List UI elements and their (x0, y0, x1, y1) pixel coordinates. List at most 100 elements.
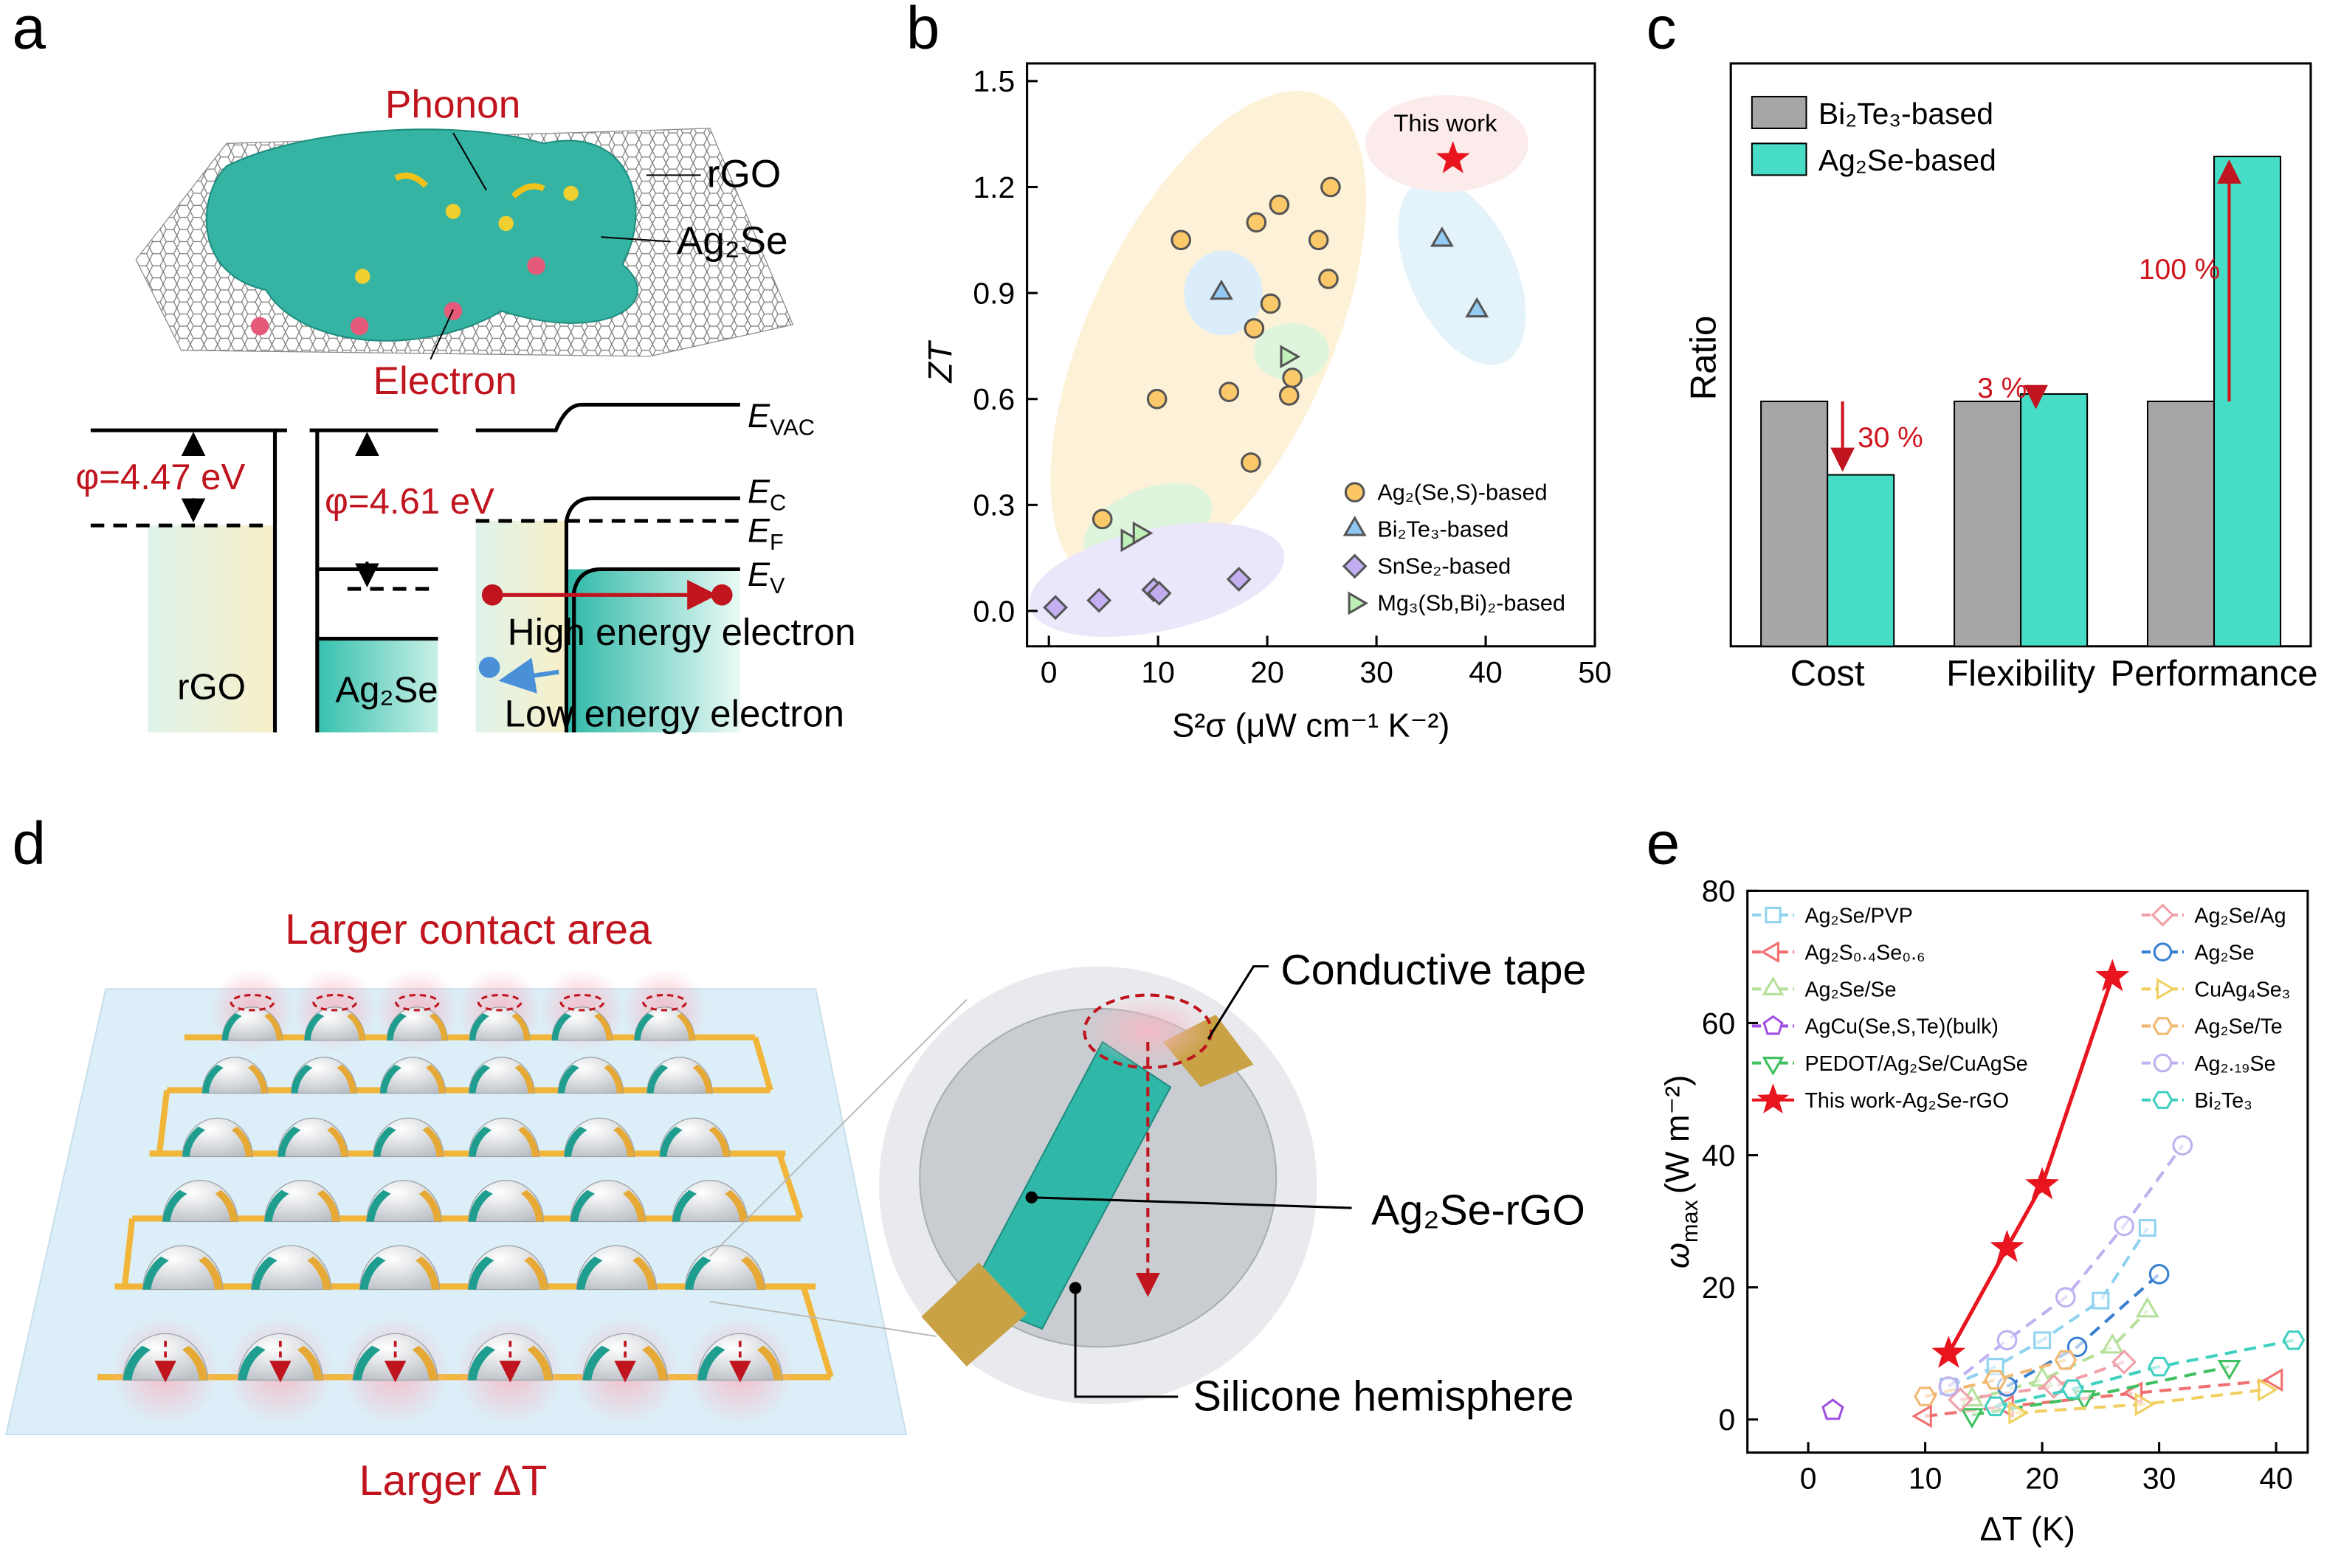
x-tick-label: 0 (1041, 655, 1058, 689)
y-axis-label: ωmax (W m⁻²) (1658, 1075, 1703, 1268)
text-part: C (770, 490, 786, 516)
film-strip (221, 1013, 242, 1040)
zoom-line (709, 998, 968, 1257)
contact-ring (312, 993, 357, 1012)
level-label: EV (748, 556, 785, 598)
x-tick-label: 20 (2025, 1462, 2059, 1496)
marker (2148, 1356, 2171, 1377)
series-line (1959, 1360, 2125, 1401)
bar (1760, 400, 1829, 647)
marker (1043, 595, 1068, 621)
film-strip (685, 1256, 711, 1290)
hemisphere-unit (468, 1180, 544, 1223)
film-strip (426, 1064, 446, 1094)
marker (1430, 226, 1454, 247)
hemisphere-unit (250, 1245, 332, 1291)
marker (1931, 1336, 1966, 1368)
hemisphere (142, 1245, 224, 1291)
hemisphere (570, 1180, 647, 1223)
y-axis-unit: (W m⁻²) (1658, 1075, 1696, 1194)
text-part: E (748, 512, 770, 550)
hemisphere-unit (570, 1180, 647, 1223)
marker (2055, 1287, 2076, 1308)
film-strip (570, 1189, 595, 1222)
panel-label: b (906, 0, 940, 61)
shape (475, 402, 740, 432)
x-axis-label: S²σ (μW cm⁻¹ K⁻²) (1172, 707, 1449, 745)
film-strip (647, 1064, 669, 1094)
hemisphere-unit (539, 967, 625, 1053)
film-strip (264, 1189, 289, 1222)
film-strip (327, 1126, 348, 1157)
y-tick-label: 20 (1702, 1271, 1736, 1305)
film-strip (676, 1013, 695, 1040)
panel-label: e (1647, 810, 1680, 877)
text-part: E (748, 397, 770, 435)
legend-marker (1344, 482, 1365, 502)
contact-ring (642, 993, 687, 1012)
group-ellipse (1029, 522, 1285, 638)
electron-arrow (498, 657, 559, 694)
film-strip (317, 1189, 340, 1222)
material-label: Ag₂Se (335, 671, 438, 711)
phonon-ball (445, 204, 461, 219)
legend-label: Ag₂Se-based (1818, 143, 1996, 177)
group-ellipse (1050, 91, 1366, 589)
film-strip (366, 1189, 391, 1222)
film-strip (182, 1126, 206, 1157)
hemisphere-unit (576, 1245, 658, 1291)
ag2se-band (317, 638, 438, 733)
marker (1241, 452, 1261, 473)
film-strip (251, 1256, 277, 1290)
electron-label: High energy electron (508, 611, 856, 653)
x-tick-label: 10 (1141, 655, 1175, 689)
legend-label: PEDOT/Ag₂Se/CuAgSe (1804, 1052, 2027, 1076)
bar (1827, 474, 1895, 647)
tape (921, 1262, 1027, 1367)
legend-label: Mg₃(Sb,Bi)₂-based (1377, 590, 1565, 616)
marker (2114, 1215, 2134, 1237)
marker (2008, 1401, 2030, 1425)
leader-line (1207, 965, 1269, 1040)
film-strip (162, 1189, 187, 1222)
film-strip (672, 1189, 697, 1222)
film-strip (387, 1013, 407, 1040)
contact-ring (230, 993, 275, 1012)
hemisphere-unit (111, 1316, 220, 1426)
film-strip (247, 1064, 268, 1094)
x-tick-label: 0 (1800, 1462, 1817, 1496)
marker (1092, 508, 1113, 530)
wire (776, 1153, 804, 1220)
hemisphere-unit (468, 1117, 539, 1158)
film-strip (469, 1126, 492, 1157)
legend-swatch (1751, 95, 1807, 129)
y-tick-label: 0 (1719, 1403, 1736, 1437)
film-strip (708, 1126, 730, 1157)
legend-label: CuAg₄Se₃ (2194, 978, 2290, 1002)
marker (1278, 385, 1300, 406)
leader-line (1031, 1196, 1352, 1209)
material-label: rGO (177, 667, 246, 707)
hemisphere-unit (201, 1057, 269, 1094)
legend-label: Bi₂Te₃-based (1818, 97, 1993, 131)
junction-band (475, 520, 567, 733)
legend-label: Ag₂Se/Ag (2194, 904, 2286, 928)
panel-d: Larger contact area Larger ΔT Conductive… (5, 906, 1586, 1505)
y-axis-label: Ratio (1684, 316, 1724, 401)
hemisphere (359, 1245, 441, 1291)
film-strip (264, 1013, 283, 1040)
x-tick-label: 50 (1578, 655, 1612, 689)
film-strip (511, 1013, 530, 1040)
hemisphere-unit (366, 1180, 442, 1223)
legend-marker (2153, 942, 2173, 962)
x-tick-label: 40 (1469, 655, 1503, 689)
electron-ball (527, 256, 545, 275)
text-part: V (770, 573, 785, 598)
film-strip (623, 1189, 646, 1222)
leader-line (601, 236, 671, 243)
plot-frame (1746, 889, 2309, 1454)
marker (1960, 1408, 1984, 1429)
marker (2134, 1392, 2156, 1417)
film-strip (123, 1345, 151, 1381)
panel-label: a (12, 0, 46, 61)
